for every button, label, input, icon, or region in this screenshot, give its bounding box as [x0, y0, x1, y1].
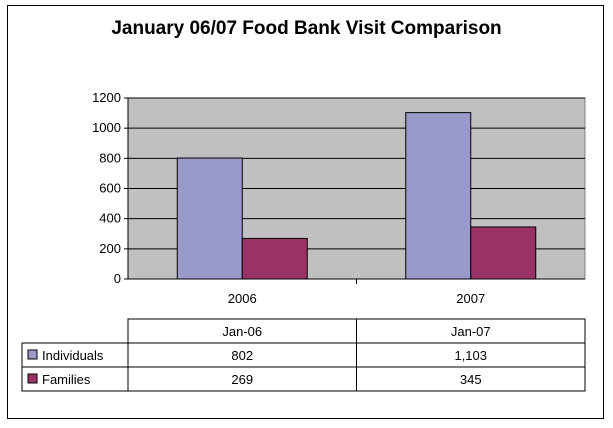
table-cell: 345: [460, 372, 482, 387]
table-cell: 802: [231, 348, 253, 363]
table-row-label: Families: [42, 372, 91, 387]
table-row: [21, 366, 586, 392]
legend-swatch-individuals: [27, 349, 38, 360]
x-tick-label: 2006: [228, 291, 257, 306]
table-row-label: Individuals: [42, 348, 104, 363]
legend-swatch-families: [27, 373, 38, 384]
bar-individuals-2006: [176, 157, 243, 280]
y-tick-label: 800: [99, 150, 121, 165]
bar-individuals-2007: [405, 112, 472, 280]
y-tick-label: 400: [99, 211, 121, 226]
y-tick-label: 600: [99, 181, 121, 196]
table-header-cell: Jan-07: [451, 324, 491, 339]
y-tick-label: 1000: [92, 120, 121, 135]
chart-title: January 06/07 Food Bank Visit Comparison: [111, 18, 502, 39]
y-tick-label: 0: [114, 271, 121, 286]
table-row: [21, 342, 586, 368]
y-tick-label: 200: [99, 241, 121, 256]
y-tick-label: 1200: [92, 90, 121, 105]
table-cell: 1,103: [454, 348, 487, 363]
table-cell: 269: [231, 372, 253, 387]
bar-families-2007: [470, 226, 537, 280]
bar-families-2006: [241, 237, 308, 280]
table-header-cell: Jan-06: [222, 324, 262, 339]
x-tick-label: 2007: [456, 291, 485, 306]
